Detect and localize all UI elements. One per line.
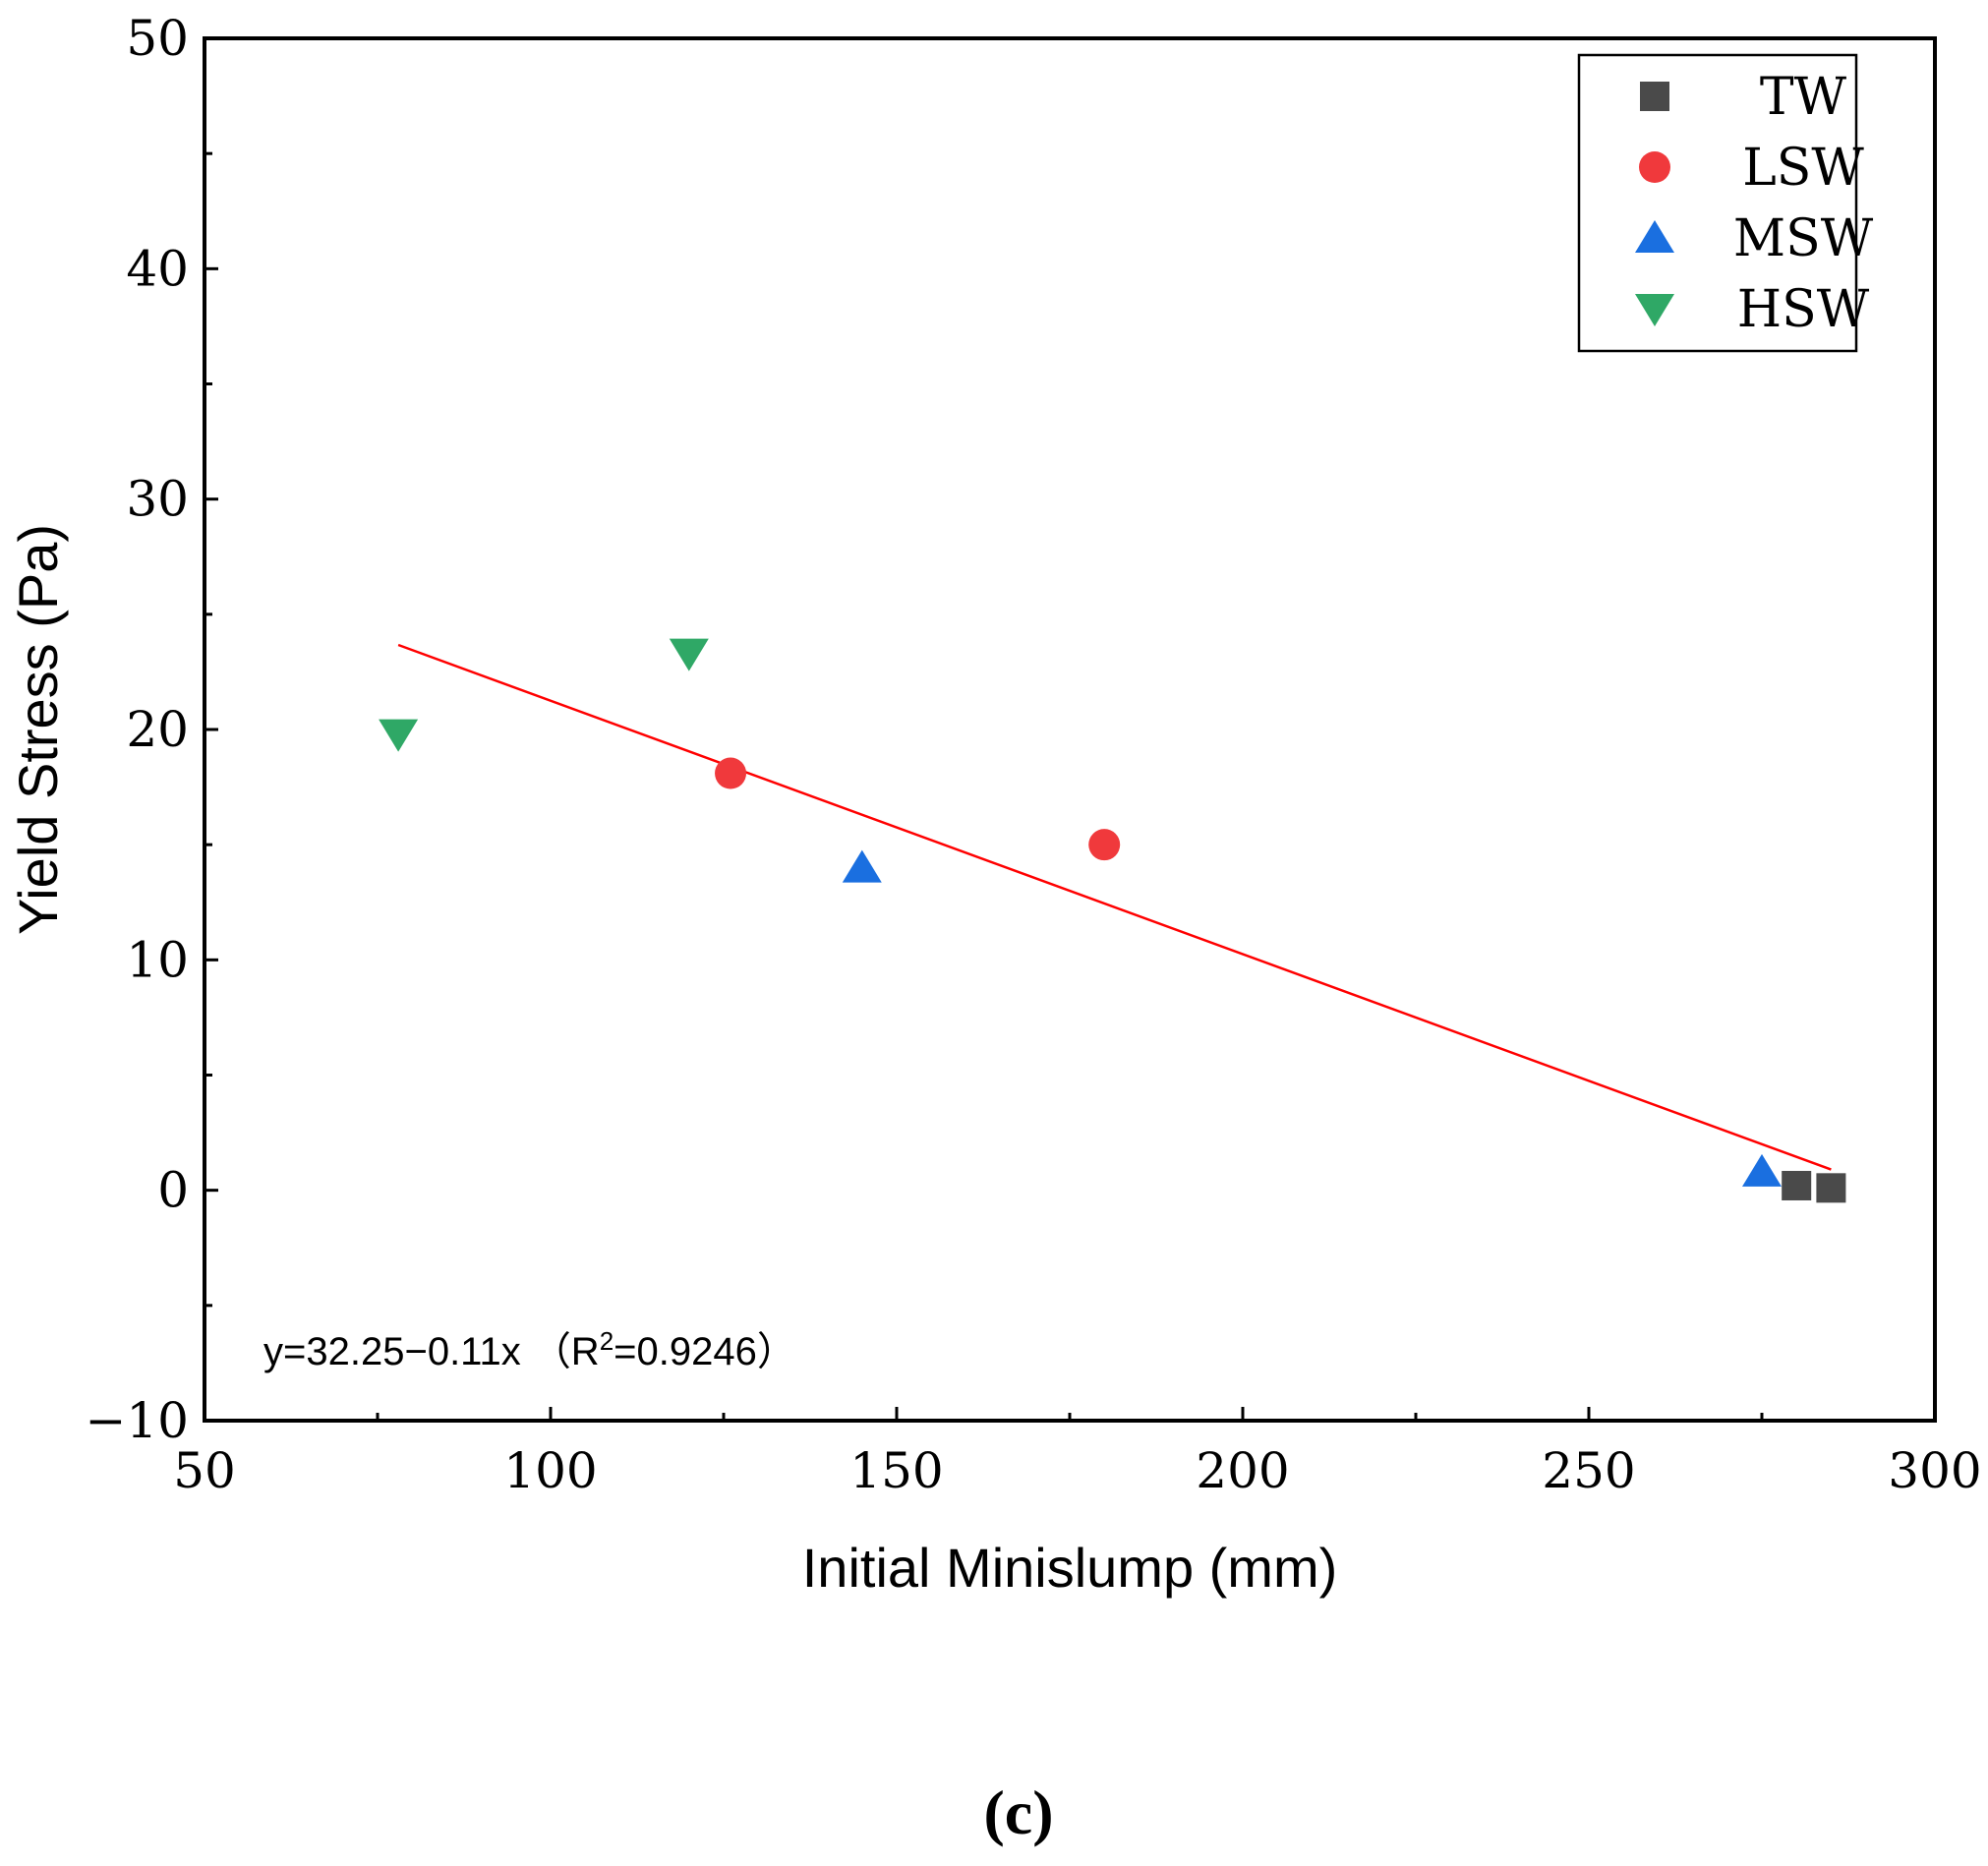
legend-marker-lsw (1639, 151, 1670, 183)
y-tick-label: −10 (85, 1392, 189, 1449)
point-hsw (379, 719, 419, 752)
point-msw (842, 849, 882, 883)
point-msw (1742, 1153, 1782, 1187)
x-tick-label: 300 (1888, 1442, 1981, 1499)
x-tick-label: 100 (503, 1442, 597, 1499)
regression-line-layer (397, 643, 1832, 1171)
x-tick-label: 150 (849, 1442, 943, 1499)
x-tick-label: 200 (1196, 1442, 1289, 1499)
y-tick-label: 10 (126, 931, 189, 988)
y-tick-label: 40 (126, 240, 189, 297)
legend: TW LSW MSW HSW (1577, 53, 1874, 353)
point-lsw (1088, 829, 1121, 861)
legend-box (1577, 53, 1858, 353)
regression-equation: y=32.25−0.11x （R2=0.9246） (263, 1326, 796, 1373)
y-tick-label: 0 (157, 1162, 189, 1219)
y-axis-title: Yield Stress (Pa) (7, 524, 69, 935)
x-tick-label: 50 (173, 1442, 236, 1499)
equation-superscript: 2 (600, 1326, 614, 1356)
point-hsw (669, 638, 709, 671)
legend-label-lsw: LSW (1742, 139, 1864, 198)
legend-marker-tw (1640, 82, 1669, 111)
legend-label-hsw: HSW (1737, 280, 1870, 339)
point-tw (1782, 1170, 1812, 1200)
regression-line (397, 643, 1832, 1171)
legend-marker-hsw (1635, 294, 1674, 326)
y-axis-ticks: −10 0 10 20 30 40 50 (85, 10, 218, 1449)
equation-main: y=32.25−0.11x （R (263, 1330, 600, 1373)
legend-label-tw: TW (1760, 68, 1847, 127)
x-tick-label: 250 (1542, 1442, 1635, 1499)
panel-label: (c) (983, 1778, 1053, 1847)
equation-tail: =0.9246） (614, 1330, 796, 1373)
legend-items: TW LSW MSW HSW (1635, 68, 1874, 339)
y-tick-label: 20 (126, 701, 189, 758)
y-tick-label: 30 (126, 471, 189, 528)
legend-label-msw: MSW (1733, 209, 1874, 268)
legend-marker-msw (1635, 220, 1674, 253)
x-axis-title: Initial Minislump (mm) (802, 1537, 1338, 1599)
y-tick-label: 50 (126, 10, 189, 67)
data-points-layer (379, 638, 1846, 1203)
point-lsw (715, 757, 747, 789)
x-axis-ticks: 50 100 150 200 250 300 (173, 1407, 1982, 1499)
point-tw (1816, 1173, 1846, 1203)
